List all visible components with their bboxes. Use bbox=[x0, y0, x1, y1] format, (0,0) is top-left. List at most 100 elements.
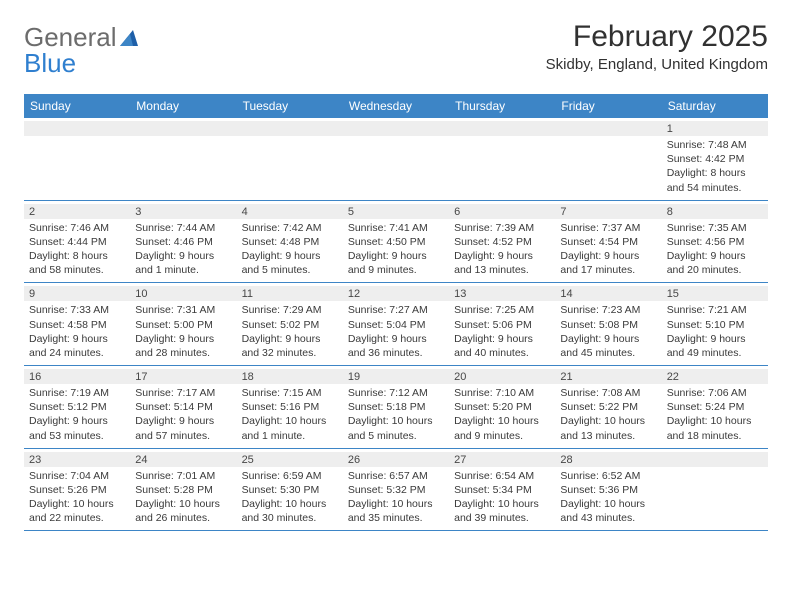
sunset-text: Sunset: 5:34 PM bbox=[454, 483, 550, 497]
daylight-text: Daylight: 9 hours and 5 minutes. bbox=[242, 249, 338, 277]
day-number: 11 bbox=[237, 286, 343, 301]
daylight-text: Daylight: 9 hours and 45 minutes. bbox=[560, 332, 656, 360]
sunset-text: Sunset: 5:16 PM bbox=[242, 400, 338, 414]
sunrise-text: Sunrise: 7:39 AM bbox=[454, 221, 550, 235]
day-number: 8 bbox=[662, 204, 768, 219]
sunset-text: Sunset: 5:20 PM bbox=[454, 400, 550, 414]
sunrise-text: Sunrise: 7:01 AM bbox=[135, 469, 231, 483]
day-number-row bbox=[237, 121, 343, 136]
calendar-week: 23Sunrise: 7:04 AMSunset: 5:26 PMDayligh… bbox=[24, 449, 768, 532]
day-number-row bbox=[449, 121, 555, 136]
sunrise-text: Sunrise: 7:29 AM bbox=[242, 303, 338, 317]
sunset-text: Sunset: 5:12 PM bbox=[29, 400, 125, 414]
daylight-text: Daylight: 9 hours and 49 minutes. bbox=[667, 332, 763, 360]
sunset-text: Sunset: 5:02 PM bbox=[242, 318, 338, 332]
daylight-text: Daylight: 10 hours and 18 minutes. bbox=[667, 414, 763, 442]
sunrise-text: Sunrise: 7:27 AM bbox=[348, 303, 444, 317]
sunrise-text: Sunrise: 6:57 AM bbox=[348, 469, 444, 483]
sunrise-text: Sunrise: 7:12 AM bbox=[348, 386, 444, 400]
sunrise-text: Sunrise: 7:41 AM bbox=[348, 221, 444, 235]
daylight-text: Daylight: 9 hours and 24 minutes. bbox=[29, 332, 125, 360]
calendar-week: 1Sunrise: 7:48 AMSunset: 4:42 PMDaylight… bbox=[24, 118, 768, 201]
sunset-text: Sunset: 5:24 PM bbox=[667, 400, 763, 414]
calendar-day-cell: 16Sunrise: 7:19 AMSunset: 5:12 PMDayligh… bbox=[24, 366, 130, 448]
calendar-empty-cell bbox=[449, 118, 555, 200]
calendar-day-cell: 9Sunrise: 7:33 AMSunset: 4:58 PMDaylight… bbox=[24, 283, 130, 365]
sunset-text: Sunset: 5:22 PM bbox=[560, 400, 656, 414]
calendar-day-cell: 17Sunrise: 7:17 AMSunset: 5:14 PMDayligh… bbox=[130, 366, 236, 448]
sunrise-text: Sunrise: 7:44 AM bbox=[135, 221, 231, 235]
calendar-day-cell: 18Sunrise: 7:15 AMSunset: 5:16 PMDayligh… bbox=[237, 366, 343, 448]
daylight-text: Daylight: 10 hours and 35 minutes. bbox=[348, 497, 444, 525]
day-header: Sunday bbox=[24, 94, 130, 118]
sunrise-text: Sunrise: 7:31 AM bbox=[135, 303, 231, 317]
calendar-week: 9Sunrise: 7:33 AMSunset: 4:58 PMDaylight… bbox=[24, 283, 768, 366]
day-header: Monday bbox=[130, 94, 236, 118]
calendar-empty-cell bbox=[555, 118, 661, 200]
daylight-text: Daylight: 9 hours and 9 minutes. bbox=[348, 249, 444, 277]
sunset-text: Sunset: 5:10 PM bbox=[667, 318, 763, 332]
calendar-day-cell: 22Sunrise: 7:06 AMSunset: 5:24 PMDayligh… bbox=[662, 366, 768, 448]
daylight-text: Daylight: 10 hours and 30 minutes. bbox=[242, 497, 338, 525]
calendar-day-cell: 24 Sunrise: 7:01 AMSunset: 5:28 PMDayligh… bbox=[130, 449, 236, 531]
daylight-text: Daylight: 9 hours and 57 minutes. bbox=[135, 414, 231, 442]
day-number: 24 bbox=[130, 452, 236, 467]
sunset-text: Sunset: 5:28 PM bbox=[135, 483, 231, 497]
day-number-row bbox=[24, 121, 130, 136]
daylight-text: Daylight: 10 hours and 39 minutes. bbox=[454, 497, 550, 525]
calendar-header-row: SundayMondayTuesdayWednesdayThursdayFrid… bbox=[24, 94, 768, 118]
header: General Blue February 2025 Skidby, Engla… bbox=[24, 20, 768, 76]
day-number: 2 bbox=[24, 204, 130, 219]
sunrise-text: Sunrise: 6:54 AM bbox=[454, 469, 550, 483]
calendar-day-cell: 27Sunrise: 6:54 AMSunset: 5:34 PMDayligh… bbox=[449, 449, 555, 531]
daylight-text: Daylight: 10 hours and 26 minutes. bbox=[135, 497, 231, 525]
sunset-text: Sunset: 4:42 PM bbox=[667, 152, 763, 166]
day-number: 28 bbox=[555, 452, 661, 467]
daylight-text: Daylight: 8 hours and 54 minutes. bbox=[667, 166, 763, 194]
calendar-empty-cell bbox=[662, 449, 768, 531]
calendar-day-cell: 15Sunrise: 7:21 AMSunset: 5:10 PMDayligh… bbox=[662, 283, 768, 365]
calendar-week: 16Sunrise: 7:19 AMSunset: 5:12 PMDayligh… bbox=[24, 366, 768, 449]
daylight-text: Daylight: 9 hours and 20 minutes. bbox=[667, 249, 763, 277]
sunset-text: Sunset: 5:00 PM bbox=[135, 318, 231, 332]
day-number: 18 bbox=[237, 369, 343, 384]
sunrise-text: Sunrise: 7:06 AM bbox=[667, 386, 763, 400]
sunrise-text: Sunrise: 7:08 AM bbox=[560, 386, 656, 400]
calendar-day-cell: 21Sunrise: 7:08 AMSunset: 5:22 PMDayligh… bbox=[555, 366, 661, 448]
sunset-text: Sunset: 4:54 PM bbox=[560, 235, 656, 249]
sunrise-text: Sunrise: 7:48 AM bbox=[667, 138, 763, 152]
calendar-day-cell: 6Sunrise: 7:39 AMSunset: 4:52 PMDaylight… bbox=[449, 201, 555, 283]
sunrise-text: Sunrise: 7:17 AM bbox=[135, 386, 231, 400]
sunset-text: Sunset: 4:46 PM bbox=[135, 235, 231, 249]
sunrise-text: Sunrise: 7:15 AM bbox=[242, 386, 338, 400]
calendar-empty-cell bbox=[343, 118, 449, 200]
calendar-day-cell: 26Sunrise: 6:57 AMSunset: 5:32 PMDayligh… bbox=[343, 449, 449, 531]
sunset-text: Sunset: 4:50 PM bbox=[348, 235, 444, 249]
day-number: 10 bbox=[130, 286, 236, 301]
sunrise-text: Sunrise: 7:33 AM bbox=[29, 303, 125, 317]
sunset-text: Sunset: 4:44 PM bbox=[29, 235, 125, 249]
day-number-row bbox=[130, 121, 236, 136]
sunrise-text: Sunrise: 7:37 AM bbox=[560, 221, 656, 235]
calendar-day-cell: 1Sunrise: 7:48 AMSunset: 4:42 PMDaylight… bbox=[662, 118, 768, 200]
calendar-day-cell: 14Sunrise: 7:23 AMSunset: 5:08 PMDayligh… bbox=[555, 283, 661, 365]
sunrise-text: Sunrise: 7:10 AM bbox=[454, 386, 550, 400]
calendar-week: 2Sunrise: 7:46 AMSunset: 4:44 PMDaylight… bbox=[24, 201, 768, 284]
daylight-text: Daylight: 9 hours and 28 minutes. bbox=[135, 332, 231, 360]
location-text: Skidby, England, United Kingdom bbox=[546, 56, 768, 73]
calendar-day-cell: 25Sunrise: 6:59 AMSunset: 5:30 PMDayligh… bbox=[237, 449, 343, 531]
calendar-day-cell: 4Sunrise: 7:42 AMSunset: 4:48 PMDaylight… bbox=[237, 201, 343, 283]
sunrise-text: Sunrise: 7:23 AM bbox=[560, 303, 656, 317]
daylight-text: Daylight: 9 hours and 53 minutes. bbox=[29, 414, 125, 442]
logo-sail-icon bbox=[120, 30, 138, 46]
logo-part2: Blue bbox=[24, 48, 76, 78]
calendar-day-cell: 3Sunrise: 7:44 AMSunset: 4:46 PMDaylight… bbox=[130, 201, 236, 283]
day-number: 9 bbox=[24, 286, 130, 301]
sunset-text: Sunset: 5:06 PM bbox=[454, 318, 550, 332]
calendar-empty-cell bbox=[24, 118, 130, 200]
daylight-text: Daylight: 9 hours and 32 minutes. bbox=[242, 332, 338, 360]
calendar-day-cell: 13Sunrise: 7:25 AMSunset: 5:06 PMDayligh… bbox=[449, 283, 555, 365]
day-number: 6 bbox=[449, 204, 555, 219]
daylight-text: Daylight: 10 hours and 43 minutes. bbox=[560, 497, 656, 525]
day-header: Thursday bbox=[449, 94, 555, 118]
